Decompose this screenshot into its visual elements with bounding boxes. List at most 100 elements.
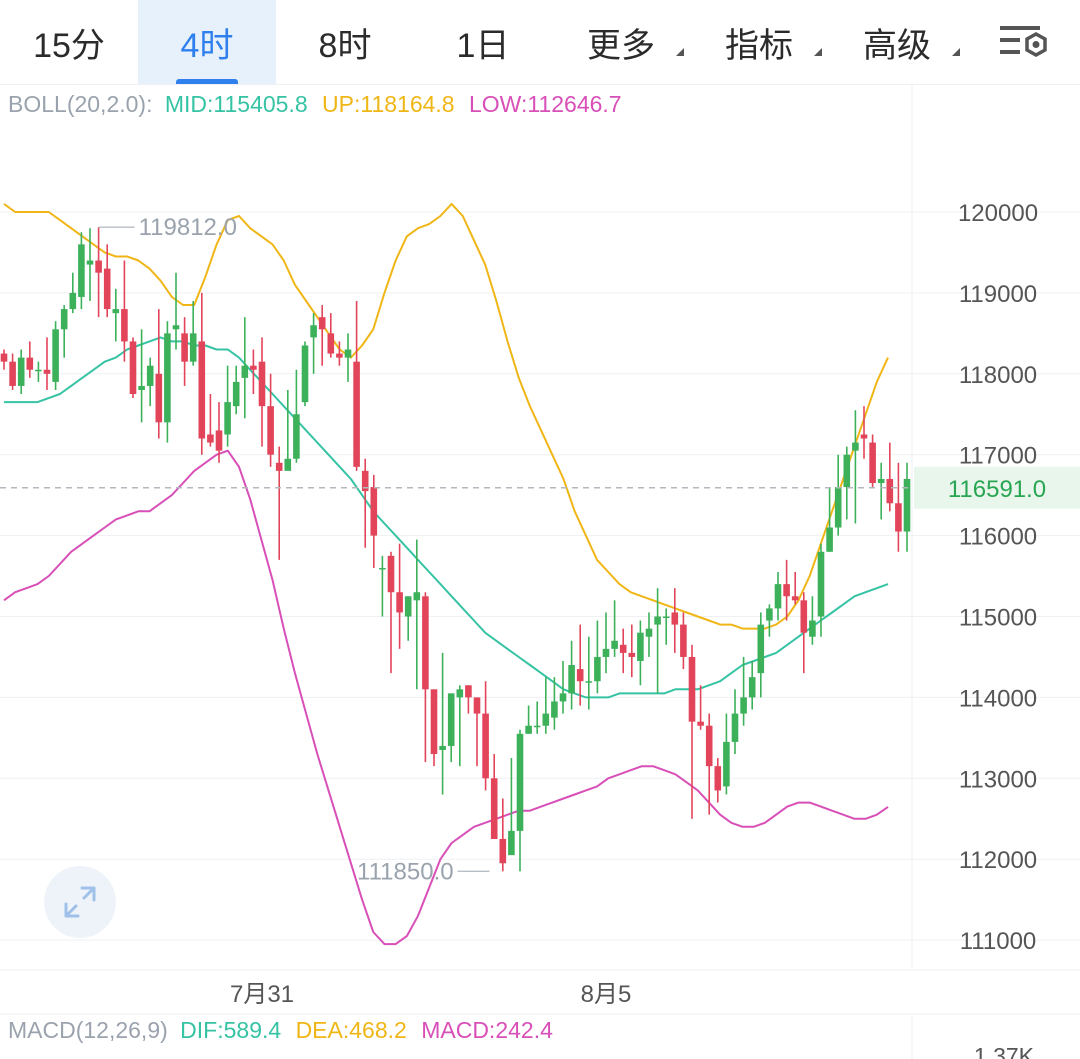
current-price-line: 116591.0 bbox=[0, 466, 1080, 509]
tab-4h[interactable]: 4时 bbox=[138, 0, 276, 84]
boll-name: BOLL(20,2.0): bbox=[8, 91, 152, 117]
chart-settings-icon bbox=[1000, 26, 1047, 58]
candle-body bbox=[680, 624, 687, 657]
time-axis-labels: 7月31 8月5 bbox=[230, 981, 631, 1008]
candle-body bbox=[344, 349, 352, 358]
candles bbox=[0, 227, 911, 872]
candle-body bbox=[886, 478, 894, 504]
tab-label: 8时 bbox=[318, 26, 372, 65]
candle-body bbox=[404, 596, 412, 617]
candle-body bbox=[645, 628, 653, 637]
candle-body bbox=[310, 325, 317, 338]
bollinger-bands bbox=[3, 202, 889, 946]
candle-body bbox=[568, 665, 575, 694]
boll-up: UP:118164.8 bbox=[322, 91, 455, 117]
candle-body bbox=[654, 616, 661, 625]
tab-label: 高级 bbox=[863, 26, 931, 65]
candle-body bbox=[129, 341, 137, 395]
dropdown-triangle-icon bbox=[952, 48, 960, 56]
price-axis: 120000 119000 118000 117000 116000 115000 1140… bbox=[958, 200, 1038, 955]
price-tick-label: 119000 bbox=[959, 281, 1037, 308]
candle-body bbox=[791, 596, 799, 601]
candle-body bbox=[774, 584, 782, 609]
candle-body bbox=[852, 442, 859, 451]
macd-axis-label: 1.37K bbox=[974, 1043, 1035, 1059]
chart-settings-button[interactable] bbox=[990, 10, 1058, 74]
boll-lower-line bbox=[3, 449, 889, 946]
candle-body bbox=[86, 260, 94, 265]
candle-body bbox=[422, 596, 429, 690]
candle-body bbox=[17, 357, 25, 386]
candle-body bbox=[138, 385, 145, 390]
boll-upper-line bbox=[3, 202, 889, 630]
price-tick-label: 117000 bbox=[959, 443, 1037, 470]
current-price-label: 116591.0 bbox=[948, 476, 1046, 503]
candle-body bbox=[869, 442, 876, 484]
tab-1d[interactable]: 1日 bbox=[414, 0, 552, 84]
candle-body bbox=[817, 551, 825, 617]
expand-chart-button[interactable] bbox=[44, 866, 116, 938]
candle-body bbox=[637, 632, 644, 661]
candle-body bbox=[766, 608, 773, 621]
candle-body bbox=[826, 527, 833, 552]
candle-body bbox=[757, 624, 765, 674]
candle-body bbox=[456, 689, 464, 698]
candle-body bbox=[602, 648, 610, 657]
price-tick-label: 112000 bbox=[959, 847, 1037, 874]
candle-body bbox=[895, 503, 902, 532]
price-tick-label: 111000 bbox=[960, 928, 1037, 955]
candle-body bbox=[207, 434, 214, 443]
candle-body bbox=[35, 369, 42, 372]
tab-15min[interactable]: 15分 bbox=[0, 0, 138, 84]
active-tab-indicator bbox=[176, 79, 238, 84]
candle-body bbox=[731, 713, 739, 742]
candle-body bbox=[181, 333, 188, 362]
candle-body bbox=[903, 478, 911, 532]
candle-body bbox=[215, 430, 223, 451]
candle-body bbox=[146, 365, 154, 386]
candle-body bbox=[740, 697, 747, 714]
candle-body bbox=[78, 244, 85, 297]
candle-body bbox=[198, 341, 206, 439]
tab-8h[interactable]: 8时 bbox=[276, 0, 414, 84]
candle-body bbox=[748, 677, 756, 698]
tab-indicators[interactable]: 指标 bbox=[690, 0, 828, 84]
candle-body bbox=[551, 701, 558, 718]
candle-body bbox=[877, 478, 885, 484]
boll-legend: BOLL(20,2.0): MID:115405.8 UP:118164.8 L… bbox=[8, 91, 622, 117]
candle-body bbox=[9, 361, 16, 386]
candle-body bbox=[688, 656, 696, 722]
macd-name: MACD(12,26,9) bbox=[8, 1017, 168, 1043]
macd-dif: DIF:589.4 bbox=[180, 1017, 281, 1043]
candle-body bbox=[164, 333, 171, 423]
timeframe-tabs: 15分 4时 8时 1日 更多 指标 高级 bbox=[0, 0, 1080, 85]
candle-body bbox=[662, 616, 670, 618]
candle-body bbox=[284, 458, 292, 471]
tab-label: 1日 bbox=[456, 26, 510, 65]
candlestick-chart[interactable]: 120000 119000 118000 117000 116000 115000 1140… bbox=[0, 84, 1080, 1059]
dropdown-triangle-icon bbox=[676, 48, 684, 56]
candle-body bbox=[43, 369, 51, 374]
time-axis-label: 7月31 bbox=[230, 981, 294, 1008]
candle-body bbox=[353, 361, 360, 467]
candle-body bbox=[258, 361, 266, 407]
tab-advanced[interactable]: 高级 bbox=[828, 0, 966, 84]
price-tick-label: 116000 bbox=[959, 524, 1037, 551]
tab-more[interactable]: 更多 bbox=[552, 0, 690, 84]
candle-body bbox=[843, 454, 851, 488]
candle-body bbox=[26, 357, 34, 370]
candle-body bbox=[232, 381, 240, 407]
candle-body bbox=[834, 487, 842, 528]
expand-arrows-icon bbox=[64, 886, 96, 918]
candle-body bbox=[172, 325, 180, 330]
candle-body bbox=[542, 713, 550, 726]
candle-body bbox=[250, 365, 257, 370]
candle-body bbox=[103, 268, 111, 310]
boll-mid: MID:115405.8 bbox=[165, 91, 308, 117]
price-tick-label: 120000 bbox=[958, 200, 1038, 227]
candle-body bbox=[112, 309, 120, 314]
candle-body bbox=[241, 365, 249, 378]
candle-body bbox=[800, 600, 808, 633]
boll-mid-line bbox=[4, 336, 889, 699]
candle-body bbox=[396, 592, 403, 613]
